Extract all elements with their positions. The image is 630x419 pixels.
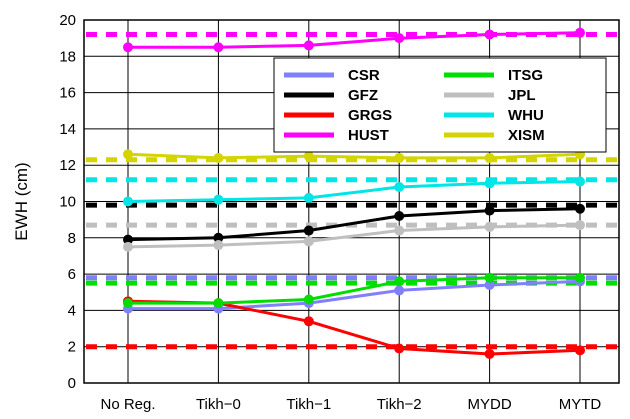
legend-label-hust: HUST	[348, 127, 389, 144]
x-tick-label-tikh-0: Tikh−0	[196, 396, 241, 413]
point-xism-1	[213, 152, 224, 163]
y-tick-labels: 0 2 4 6 8 10 12 14 16 18 20	[59, 12, 76, 392]
point-whu-1	[213, 194, 224, 205]
point-hust-5	[575, 27, 585, 38]
point-grgs-3	[394, 343, 405, 354]
point-hust-0	[123, 42, 133, 53]
point-jpl-5	[575, 220, 585, 231]
point-csr-3	[394, 285, 405, 296]
point-xism-3	[394, 152, 405, 163]
y-tick-label-8: 8	[68, 230, 76, 247]
series-line-xism	[127, 152, 581, 160]
legend-label-gfz: GFZ	[348, 87, 378, 104]
point-grgs-4	[484, 348, 495, 359]
x-tick-labels: No Reg. Tikh−0 Tikh−1 Tikh−2 MYDD MYTD	[100, 396, 601, 413]
legend: CSR GFZ GRGS HUST ITSG JPL WHU XISM	[273, 57, 607, 153]
point-itsg-5	[575, 272, 585, 283]
point-hust-3	[394, 33, 405, 44]
point-gfz-1	[213, 232, 224, 243]
point-hust-2	[303, 40, 314, 51]
y-axis-title: EWH (cm)	[12, 162, 31, 240]
point-jpl-4	[484, 221, 495, 232]
point-itsg-1	[213, 298, 224, 309]
point-csr-4	[484, 279, 495, 290]
point-itsg-3	[394, 276, 405, 287]
point-jpl-2	[303, 236, 314, 247]
y-tick-label-0: 0	[68, 375, 76, 392]
point-gfz-0	[123, 234, 133, 245]
point-gfz-4	[484, 205, 495, 216]
series-line-hust	[128, 31, 581, 49]
point-gfz-5	[575, 203, 585, 214]
legend-label-grgs: GRGS	[348, 107, 392, 124]
y-tick-label-16: 16	[59, 85, 76, 102]
point-itsg-0	[123, 298, 133, 309]
series-line-csr	[128, 279, 581, 311]
point-jpl-1	[213, 240, 224, 251]
point-grgs-2	[303, 316, 314, 327]
x-tick-label-mydd: MYDD	[468, 396, 512, 413]
legend-label-itsg: ITSG	[508, 67, 543, 84]
point-hust-1	[213, 42, 224, 53]
point-itsg-2	[303, 294, 314, 305]
series-lines	[127, 31, 581, 356]
point-whu-5	[575, 176, 585, 187]
point-whu-0	[123, 196, 133, 207]
point-whu-4	[484, 178, 495, 189]
y-tick-label-14: 14	[59, 121, 76, 138]
y-tick-label-18: 18	[59, 48, 76, 65]
point-jpl-0	[123, 241, 133, 252]
point-xism-2	[303, 151, 314, 162]
y-tick-label-6: 6	[68, 266, 76, 283]
x-tick-label-no-reg: No Reg.	[100, 396, 155, 413]
y-tick-label-20: 20	[59, 12, 76, 29]
y-tick-label-12: 12	[59, 157, 76, 174]
point-jpl-3	[394, 225, 405, 236]
series-line-gfz	[127, 207, 581, 242]
series-points	[123, 27, 585, 359]
point-whu-2	[303, 192, 314, 203]
legend-label-xism: XISM	[508, 127, 545, 144]
x-tick-label-tikh-2: Tikh−2	[377, 396, 422, 413]
x-tick-label-tikh-1: Tikh−1	[286, 396, 331, 413]
legend-label-whu: WHU	[508, 107, 544, 124]
y-tick-label-4: 4	[68, 302, 76, 319]
x-tick-label-mytd: MYTD	[559, 396, 602, 413]
y-tick-label-2: 2	[68, 339, 76, 356]
point-hust-4	[484, 29, 495, 40]
plot-frame	[83, 19, 620, 384]
point-grgs-5	[575, 345, 585, 356]
point-gfz-3	[394, 211, 405, 222]
legend-label-jpl: JPL	[508, 87, 536, 104]
series-line-itsg	[128, 276, 580, 305]
legend-box	[273, 57, 607, 153]
series-line-whu	[127, 180, 581, 203]
point-gfz-2	[303, 225, 314, 236]
point-itsg-4	[484, 272, 495, 283]
point-xism-0	[123, 149, 133, 160]
legend-label-csr: CSR	[348, 67, 380, 84]
point-xism-4	[484, 152, 495, 163]
point-whu-3	[394, 181, 405, 192]
series-line-jpl	[127, 223, 581, 249]
y-tick-label-10: 10	[59, 194, 76, 211]
